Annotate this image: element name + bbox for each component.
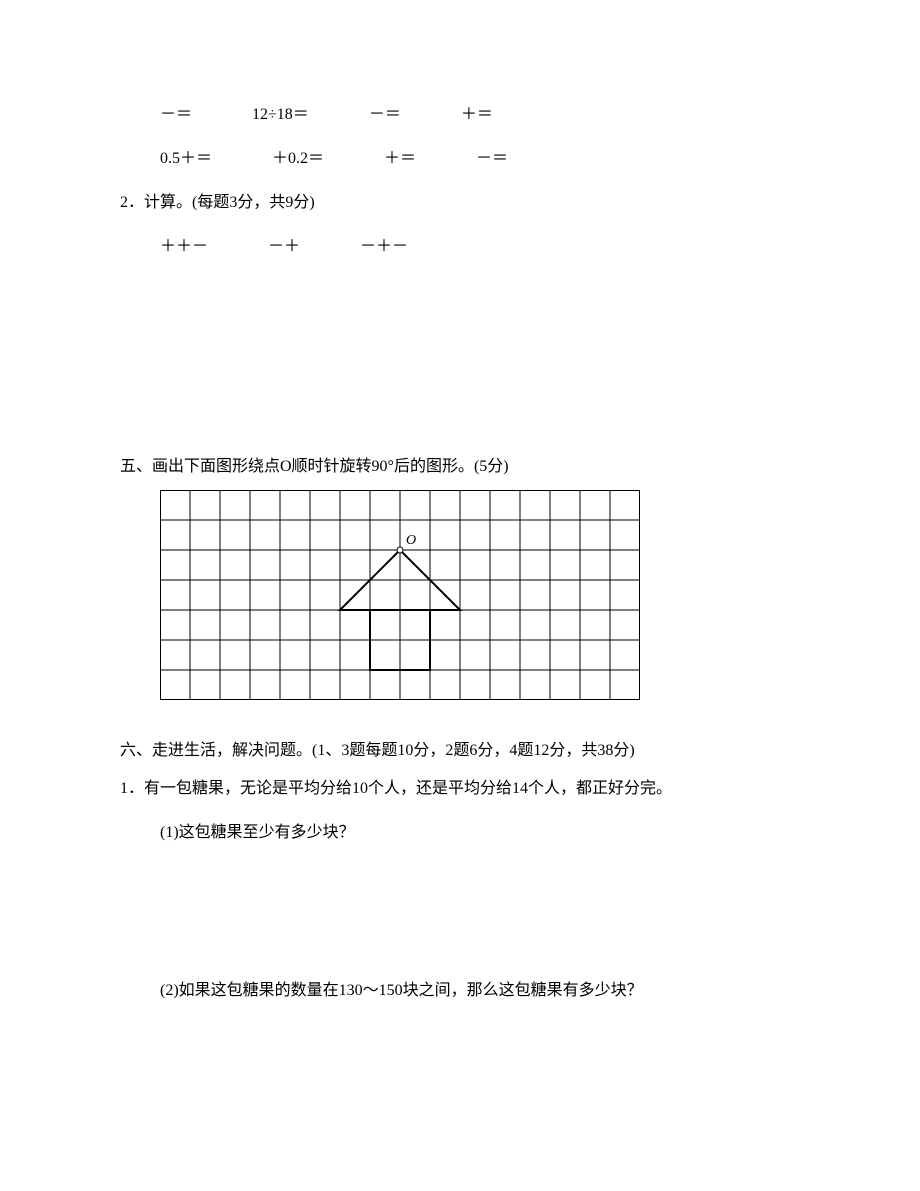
work-space (120, 856, 800, 976)
q6-1-2-text: (2)如果这包糖果的数量在130～150块之间，那么这包糖果有多少块？ (160, 982, 643, 999)
calc-cell: ＋＝ (384, 144, 416, 168)
q6-1-1-text: (1)这包糖果至少有多少块？ (160, 824, 355, 841)
calc-cell: ＋0.2＝ (272, 144, 324, 168)
q6-1-2: (2)如果这包糖果的数量在130～150块之间，那么这包糖果有多少块？ (120, 976, 800, 1000)
q5-heading-text: 五、画出下面图形绕点O顺时针旋转90°后的图形。(5分) (120, 458, 509, 475)
calc-cell: －＝ (476, 144, 508, 168)
calc-row-1: －＝ 12÷18＝ －＝ ＋＝ (120, 100, 800, 124)
q2-heading: 2．计算。(每题3分，共9分) (120, 188, 800, 212)
grid-svg: O (160, 490, 640, 700)
calc-cell: 0.5＋＝ (160, 144, 212, 168)
work-space (120, 276, 800, 416)
calc-cell: －＝ (160, 100, 192, 124)
q6-1: 1．有一包糖果，无论是平均分给10个人，还是平均分给14个人，都正好分完。 (120, 774, 800, 798)
calc-row-2: 0.5＋＝ ＋0.2＝ ＋＝ －＝ (120, 144, 800, 168)
calc-cell: ＋＝ (461, 100, 493, 124)
q2-heading-text: 2．计算。(每题3分，共9分) (120, 194, 315, 211)
q6-1-1: (1)这包糖果至少有多少块？ (120, 818, 800, 842)
q6-heading: 六、走进生活，解决问题。(1、3题每题10分，2题6分，4题12分，共38分) (120, 736, 800, 760)
q2-expr-row: ＋＋－ －＋ －＋－ (120, 232, 800, 256)
q2-expr: －＋－ (360, 232, 408, 256)
calc-cell: －＝ (369, 100, 401, 124)
svg-text:O: O (406, 533, 416, 548)
q5-heading: 五、画出下面图形绕点O顺时针旋转90°后的图形。(5分) (120, 452, 800, 476)
calc-cell: 12÷18＝ (252, 100, 309, 124)
q6-1-text: 1．有一包糖果，无论是平均分给10个人，还是平均分给14个人，都正好分完。 (120, 780, 672, 797)
q2-expr: －＋ (268, 232, 300, 256)
q6-heading-text: 六、走进生活，解决问题。(1、3题每题10分，2题6分，4题12分，共38分) (120, 742, 635, 759)
rotation-grid: O (160, 490, 800, 700)
q2-expr: ＋＋－ (160, 232, 208, 256)
